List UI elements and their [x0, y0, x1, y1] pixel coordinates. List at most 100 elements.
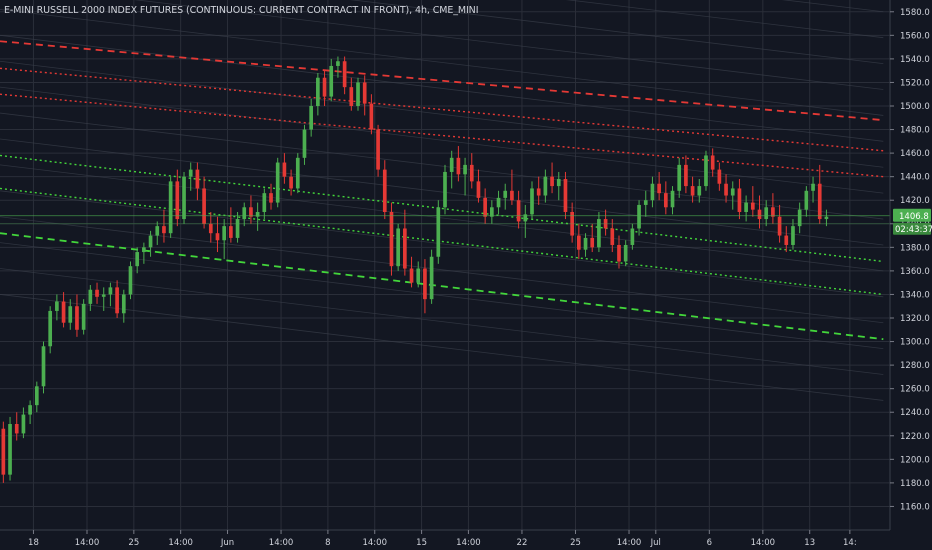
candle-body — [717, 169, 722, 184]
candle-body — [95, 289, 99, 297]
fan-line — [0, 242, 884, 350]
time-tick-label: 14:00 — [617, 538, 642, 548]
candle-body — [309, 106, 314, 130]
fan-line — [0, 34, 884, 142]
price-tick-label: 1460.0 — [900, 149, 930, 159]
candle-body — [583, 237, 588, 250]
candle-body — [295, 157, 300, 189]
candle-body — [128, 266, 133, 295]
price-tick-label: 1580.0 — [900, 8, 930, 18]
candle-body — [28, 405, 32, 415]
candle-body — [329, 65, 334, 97]
candle-body — [610, 228, 615, 245]
grid — [0, 0, 890, 531]
candle-body — [469, 164, 474, 182]
candle-body — [476, 181, 481, 198]
candle-body — [657, 183, 661, 194]
candle-body — [188, 169, 193, 177]
candle-body — [68, 306, 73, 323]
time-tick-label: 6 — [707, 538, 712, 548]
upper-channel-dotted-2 — [0, 93, 884, 178]
lower-channel-dotted-2 — [0, 187, 884, 296]
candle-body — [590, 237, 595, 248]
time-tick-label: 25 — [570, 538, 581, 548]
candle-body — [235, 219, 240, 238]
fan-line — [0, 86, 884, 194]
candle-body — [195, 169, 200, 189]
price-tick-label: 1300.0 — [900, 338, 930, 348]
price-tick-label: 1340.0 — [900, 290, 930, 300]
candle-body — [362, 82, 367, 104]
candle-body — [637, 204, 641, 229]
candle-body — [275, 162, 280, 203]
channel-trendlines — [0, 40, 884, 341]
candle-body — [108, 287, 113, 295]
candle-body — [697, 186, 702, 196]
candle-body — [449, 157, 454, 172]
candle-body — [784, 235, 789, 245]
price-axis-panel — [890, 0, 932, 550]
candle-body — [516, 200, 521, 222]
candle-body — [349, 87, 354, 106]
candle-body — [55, 301, 59, 311]
candle-body — [429, 256, 434, 300]
candle-body — [704, 155, 708, 187]
candle-body — [750, 202, 755, 210]
fan-line — [349, 0, 884, 64]
price-tick-label: 1440.0 — [900, 173, 930, 183]
candle-body — [530, 188, 534, 215]
candle-body — [142, 247, 146, 253]
candle-body — [663, 193, 668, 208]
candle-body — [556, 179, 561, 187]
candle-body — [409, 268, 414, 283]
candle-body — [101, 294, 106, 297]
candle-body — [804, 190, 809, 210]
candle-body — [41, 346, 46, 387]
time-tick-label: 18 — [28, 538, 39, 548]
candle-body — [771, 207, 775, 217]
candle-body — [356, 82, 360, 106]
price-tick-label: 1420.0 — [900, 196, 930, 206]
candle-body — [811, 183, 815, 191]
time-tick-label: 25 — [128, 538, 139, 548]
time-tick-label: 14:00 — [362, 538, 387, 548]
candle-body — [490, 207, 494, 217]
candle-body — [744, 202, 748, 212]
candles — [1, 56, 829, 483]
candle-body — [61, 301, 66, 323]
candle-body — [215, 233, 220, 241]
candle-body — [797, 209, 802, 227]
candle-body — [523, 214, 528, 222]
fan-line — [0, 60, 884, 168]
last-price-line — [0, 215, 890, 225]
fan-line — [0, 112, 884, 220]
candle-body — [322, 77, 327, 97]
candle-body — [650, 183, 655, 201]
candle-body — [777, 216, 782, 236]
candle-body — [416, 268, 421, 283]
price-tick-label: 1260.0 — [900, 385, 930, 395]
candle-body — [757, 209, 762, 220]
candle-body — [543, 176, 548, 196]
candle-body — [289, 176, 293, 189]
candle-body — [690, 186, 695, 196]
time-tick-label: 14:00 — [269, 538, 294, 548]
candle-body — [456, 157, 461, 175]
candle-body — [269, 193, 273, 203]
time-tick-label: 13 — [804, 538, 815, 548]
candle-body — [503, 190, 508, 198]
candle-body — [115, 287, 119, 314]
fan-line — [0, 268, 884, 375]
candle-body — [764, 207, 769, 220]
fan-line — [0, 294, 884, 401]
candle-body — [222, 226, 227, 241]
candle-body — [369, 103, 374, 130]
candle-body — [342, 61, 347, 88]
time-tick-label: 15 — [416, 538, 427, 548]
candle-body — [162, 226, 166, 234]
candle-body — [88, 289, 93, 304]
price-tick-label: 1240.0 — [900, 408, 930, 418]
